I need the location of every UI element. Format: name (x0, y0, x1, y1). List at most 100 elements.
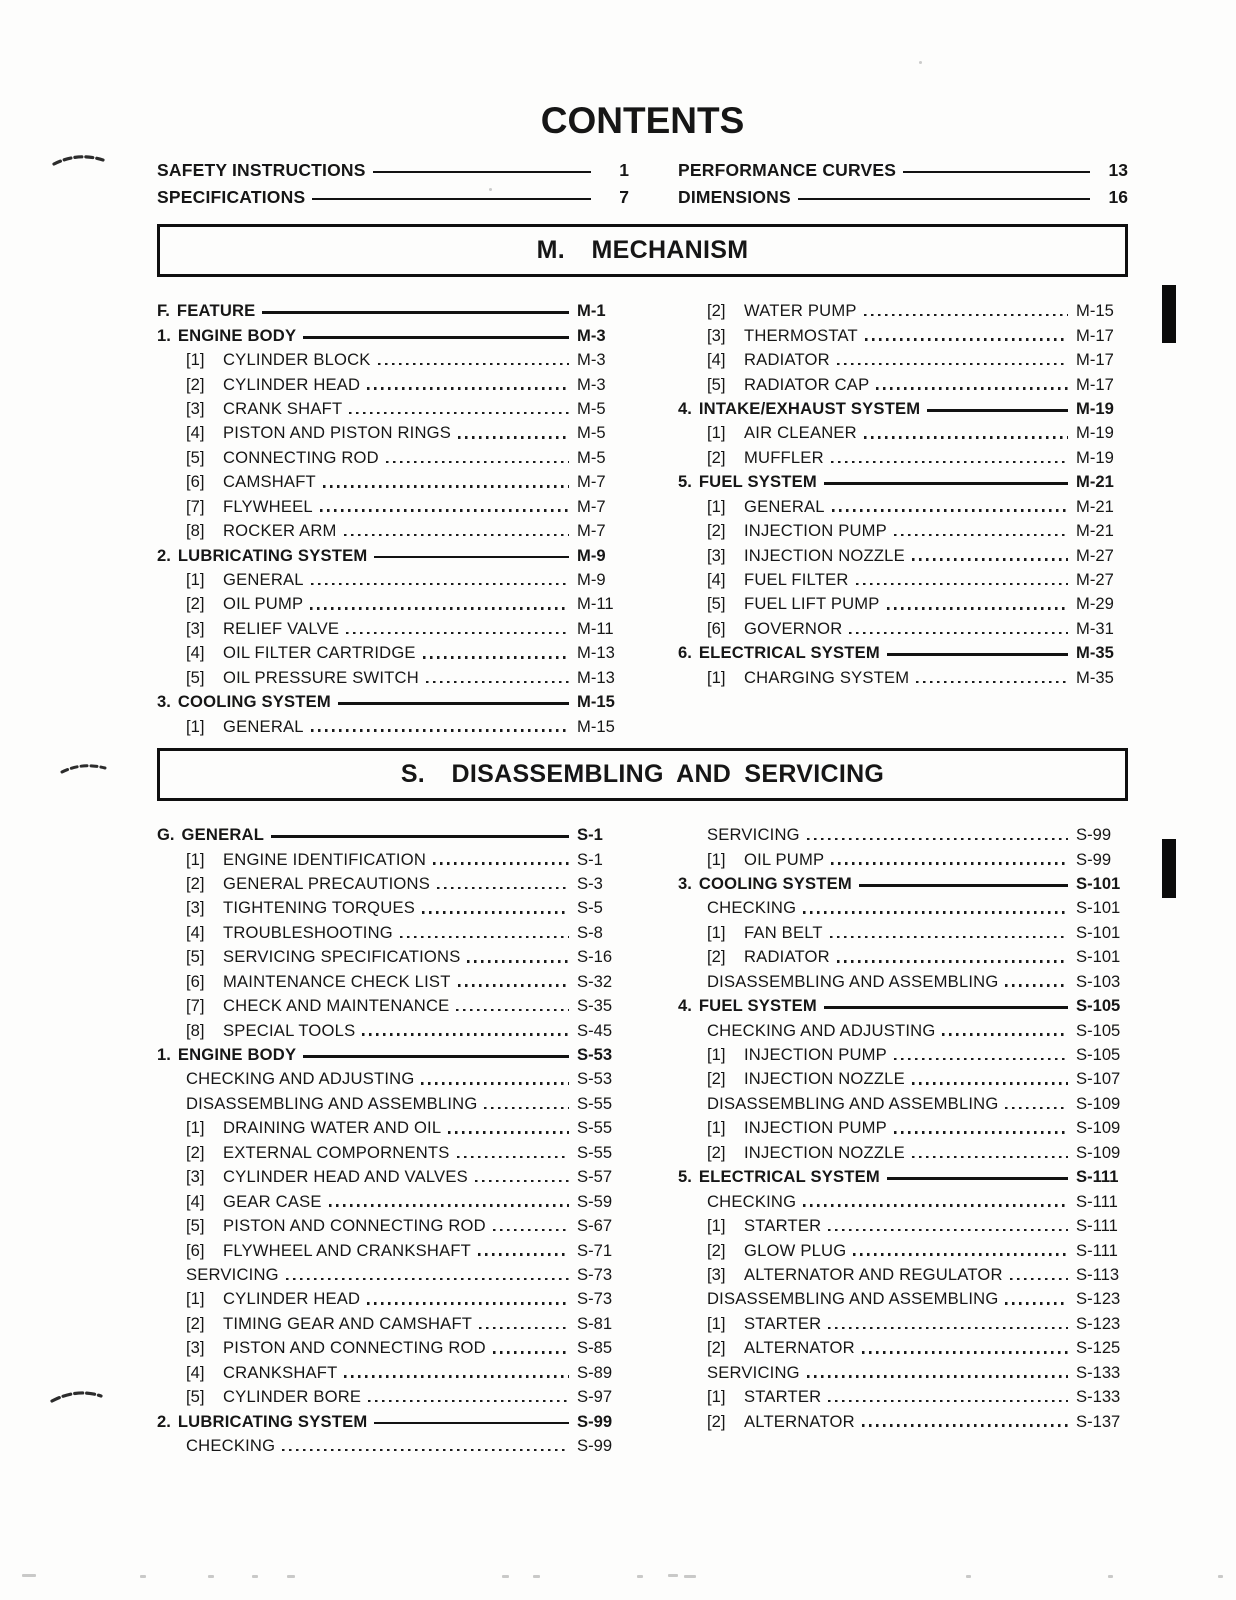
entry-page-number: M-9 (577, 570, 606, 590)
entry-label: ALTERNATOR AND REGULATOR (744, 1264, 1003, 1284)
leader-line (467, 960, 569, 963)
entry-number: [4] (707, 350, 726, 370)
toc-entry: [1] STARTER S-133 (678, 1385, 1128, 1409)
entry-page-number: M-3 (577, 325, 606, 345)
leader-line (806, 837, 1068, 841)
toc-entry: [3] CYLINDER HEAD AND VALVES S-57 (157, 1165, 629, 1189)
entry-page-number: S-55 (577, 1118, 613, 1138)
entry-label: LUBRICATING SYSTEM (177, 1411, 368, 1431)
entry-page-number: S-53 (577, 1069, 613, 1089)
entry-label: CHECKING (186, 1436, 276, 1456)
entry-label: COOLING SYSTEM (177, 692, 331, 712)
entry-page-number: S-16 (577, 947, 613, 967)
leader-line (1009, 1277, 1068, 1281)
entry-page-number: M-7 (577, 472, 606, 492)
entry-label: MUFFLER (744, 447, 824, 467)
entry-page-number: 13 (1108, 160, 1128, 180)
entry-label: FEATURE (176, 301, 256, 321)
entry-number: [5] (707, 374, 726, 394)
entry-page-number: S-3 (577, 873, 603, 893)
entry-label: INJECTION NOZZLE (744, 1142, 905, 1162)
entry-label: AIR CLEANER (744, 423, 857, 443)
section-header-mechanism: M. MECHANISM (157, 224, 1128, 277)
entry-number: 2. (157, 1411, 171, 1431)
entry-label: OIL PUMP (744, 849, 825, 869)
toc-entry: [1] INJECTION PUMP S-109 (678, 1116, 1128, 1140)
toc-entry: [5] CONNECTING ROD M-5 (157, 446, 629, 470)
entry-label: CONNECTING ROD (223, 447, 379, 467)
entry-number: 3. (157, 692, 171, 712)
leader-line (282, 1448, 569, 1452)
entry-number: 1. (157, 1045, 171, 1065)
toc-entry: 6. ELECTRICAL SYSTEM M-35 (678, 641, 1128, 665)
leader-line (492, 1351, 569, 1354)
entry-number: [3] (186, 1167, 205, 1187)
entry-label: ELECTRICAL SYSTEM (698, 1167, 880, 1187)
entry-label: CAMSHAFT (223, 472, 316, 492)
entry-number: [4] (186, 1191, 205, 1211)
toc-entry: [5] CYLINDER BORE S-97 (157, 1385, 629, 1409)
toc-entry: [4] CRANKSHAFT S-89 (157, 1361, 629, 1385)
entry-page-number: M-17 (1076, 325, 1114, 345)
entry-number: [4] (186, 423, 205, 443)
entry-label: INJECTION NOZZLE (744, 545, 905, 565)
section-tab-marker-servicing (1162, 839, 1176, 898)
entry-page-number: S-55 (577, 1142, 613, 1162)
entry-page-number: S-109 (1076, 1093, 1121, 1113)
toc-entry: [2] INJECTION NOZZLE S-109 (678, 1141, 1128, 1165)
entry-page-number: M-19 (1076, 447, 1114, 467)
toc-entry: SAFETY INSTRUCTIONS 1 (157, 157, 629, 184)
entry-page-number: M-29 (1076, 594, 1114, 614)
leader-line (484, 1106, 569, 1110)
toc-entry: [2] TIMING GEAR AND CAMSHAFT S-81 (157, 1312, 629, 1336)
leader-line (425, 680, 569, 684)
leader-line (436, 886, 569, 890)
entry-label: COOLING SYSTEM (698, 873, 852, 893)
entry-page-number: M-15 (577, 692, 615, 712)
entry-page-number: S-8 (577, 922, 603, 942)
entry-label: SERVICING SPECIFICATIONS (223, 947, 461, 967)
leader-line (861, 1351, 1068, 1354)
entry-page-number: M-31 (1076, 618, 1114, 638)
entry-page-number: S-103 (1076, 971, 1121, 991)
leader-line (349, 411, 569, 415)
entry-label: INJECTION PUMP (744, 1045, 887, 1065)
entry-page-number: S-57 (577, 1167, 613, 1187)
toc-entry: [5] FUEL LIFT PUMP M-29 (678, 592, 1128, 616)
entry-label: RADIATOR (744, 350, 830, 370)
leader-line (346, 631, 569, 635)
entry-number: [1] (186, 570, 205, 590)
toc-entry: 1. ENGINE BODY S-53 (157, 1043, 629, 1067)
entry-label: CYLINDER HEAD (223, 1289, 361, 1309)
leader-line (855, 582, 1068, 586)
entry-number: [1] (707, 423, 726, 443)
toc-entry: [5] OIL PRESSURE SWITCH M-13 (157, 666, 629, 690)
entry-number: [2] (707, 1069, 726, 1089)
leader-line (328, 1204, 569, 1207)
entry-label: DISASSEMBLING AND ASSEMBLING (707, 1289, 999, 1309)
entry-page-number: S-99 (1076, 849, 1112, 869)
leader-line (372, 170, 591, 174)
entry-number: [2] (707, 521, 726, 541)
toc-entry: [1] FAN BELT S-101 (678, 921, 1128, 945)
toc-entry: [1] GENERAL M-9 (157, 568, 629, 592)
entry-label: RADIATOR (744, 947, 830, 967)
leader-line (479, 1326, 569, 1330)
leader-line (916, 680, 1068, 684)
entry-label: EXTERNAL COMPORNENTS (223, 1142, 450, 1162)
entry-number: [2] (707, 1240, 726, 1260)
entry-number: [2] (186, 374, 205, 394)
entry-page-number: M-17 (1076, 374, 1114, 394)
toc-entry: DISASSEMBLING AND ASSEMBLING S-55 (157, 1092, 629, 1116)
entry-page-number: S-101 (1076, 873, 1121, 893)
toc-entry: [4] TROUBLESHOOTING S-8 (157, 921, 629, 945)
entry-page-number: S-109 (1076, 1142, 1121, 1162)
entry-page-number: M-17 (1076, 350, 1114, 370)
entry-page-number: S-67 (577, 1216, 613, 1236)
toc-entry: [3] ALTERNATOR AND REGULATOR S-113 (678, 1263, 1128, 1287)
entry-label: WATER PUMP (744, 301, 857, 321)
entry-label: GENERAL PRECAUTIONS (223, 873, 430, 893)
entry-label: GENERAL (223, 716, 304, 736)
leader-line (343, 533, 569, 537)
